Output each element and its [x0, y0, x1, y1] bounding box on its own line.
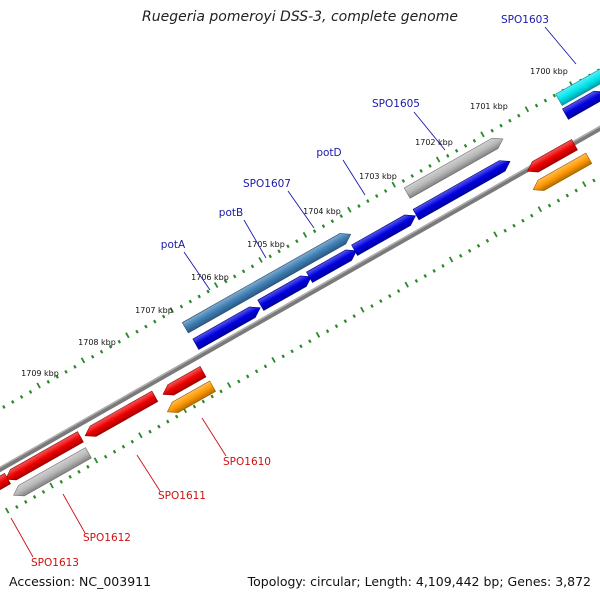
- gene-label-leader: [201, 417, 227, 457]
- gene-label-leader: [342, 159, 366, 196]
- scale-label: 1708 kbp: [78, 338, 116, 347]
- map-title: Ruegeria pomeroyi DSS-3, complete genome: [142, 9, 458, 25]
- gene-label-SPO1611[interactable]: SPO1611: [158, 490, 206, 502]
- gene-red-5[interactable]: [0, 472, 11, 494]
- gene-SPO1607-cds[interactable]: [257, 271, 314, 311]
- gene-SPO1605[interactable]: [403, 134, 506, 199]
- gene-label-leader: [544, 26, 577, 65]
- scale-label: 1701 kbp: [470, 102, 508, 111]
- gene-label-SPO1610[interactable]: SPO1610: [223, 456, 271, 468]
- scale-label: 1704 kbp: [303, 207, 341, 216]
- scale-label: 1709 kbp: [21, 369, 59, 378]
- gene-red-4[interactable]: [525, 139, 578, 176]
- gene-SPO1611[interactable]: [3, 431, 84, 485]
- gene-spo-c[interactable]: [562, 87, 600, 120]
- gene-label-SPO1613[interactable]: SPO1613: [31, 557, 79, 569]
- gene-label-leader: [183, 251, 211, 291]
- gene-label-leader: [413, 111, 446, 151]
- gene-label-leader: [62, 493, 86, 534]
- gene-label-potB[interactable]: potB: [219, 207, 243, 219]
- gene-SPO1603[interactable]: [555, 65, 600, 106]
- scale-label: 1700 kbp: [530, 67, 568, 76]
- gene-potB[interactable]: [192, 303, 263, 350]
- gene-label-leader: [136, 454, 161, 492]
- gene-orange-2[interactable]: [530, 152, 593, 195]
- gene-label-SPO1603[interactable]: SPO1603: [501, 14, 549, 26]
- gene-SPO1610[interactable]: [164, 380, 216, 417]
- scale-label: 1702 kbp: [415, 138, 453, 147]
- scale-label: 1705 kbp: [247, 240, 285, 249]
- gene-red-3[interactable]: [160, 366, 207, 399]
- gene-label-potA[interactable]: potA: [161, 239, 186, 251]
- genome-backbone: [0, 125, 600, 473]
- gene-label-leader: [243, 219, 267, 259]
- gene-potA[interactable]: [181, 229, 353, 334]
- scale-ticks-outer: [2, 68, 600, 409]
- gene-label-SPO1607[interactable]: SPO1607: [243, 178, 291, 190]
- topology-label: Topology: circular; Length: 4,109,442 bp…: [247, 574, 591, 589]
- accession-label: Accession: NC_003911: [9, 574, 152, 589]
- gene-SPO1612[interactable]: [11, 447, 92, 501]
- gene-red-2[interactable]: [82, 390, 159, 441]
- gene-label-SPO1612[interactable]: SPO1612: [83, 532, 131, 544]
- scale-label: 1706 kbp: [191, 273, 229, 282]
- scale-label: 1707 kbp: [135, 306, 173, 315]
- gene-label-leader: [10, 517, 34, 558]
- gene-spo-a[interactable]: [351, 211, 419, 256]
- gene-spo-b[interactable]: [412, 156, 513, 221]
- scale-ticks-inner: [5, 178, 596, 514]
- gene-label-leader: [287, 190, 315, 229]
- gene-label-potD[interactable]: potD: [316, 147, 341, 159]
- gene-potD-cds[interactable]: [306, 245, 360, 283]
- scale-label: 1703 kbp: [359, 172, 397, 181]
- gene-label-SPO1605[interactable]: SPO1605: [372, 98, 420, 110]
